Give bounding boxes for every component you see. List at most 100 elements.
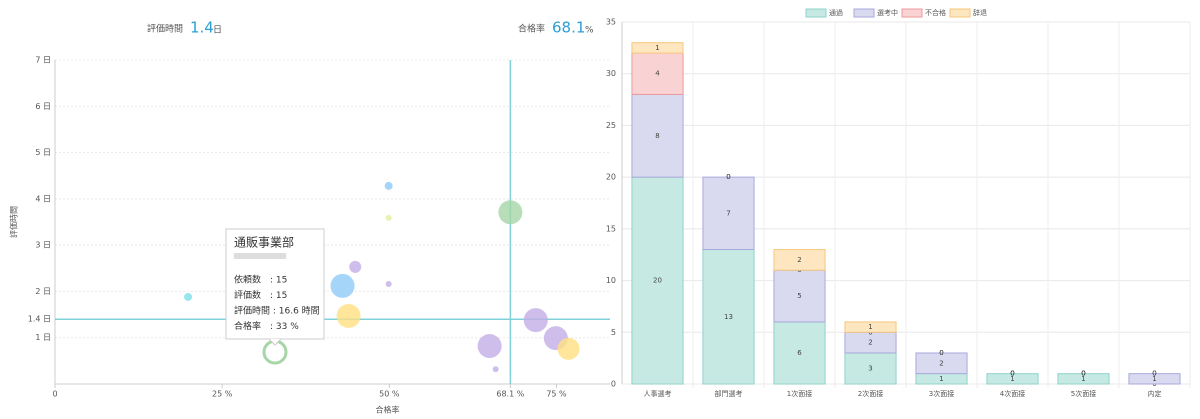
tooltip-line: 評価数 : 15 <box>234 289 287 301</box>
data-label: 0 <box>1010 370 1014 378</box>
tooltip-box <box>225 228 325 340</box>
bubble <box>477 334 502 359</box>
tooltip-line: 依頼数 : 15 <box>234 274 287 286</box>
x-tick-label: 4次面接 <box>1000 389 1025 398</box>
bubble <box>385 281 392 288</box>
bar-segment <box>631 176 684 385</box>
y-tick-label: 20 <box>606 173 616 182</box>
header-label: 評価時間 <box>147 23 183 35</box>
tooltip-line: 合格率 : 33 % <box>234 320 299 332</box>
data-label: 1 <box>939 375 943 383</box>
y-tick-label: 30 <box>606 69 616 78</box>
data-label: 0 <box>1081 370 1085 378</box>
tooltip-line: 評価時間 : 16.6 時間 <box>234 305 320 317</box>
bubble <box>557 337 580 360</box>
data-label: 1 <box>1010 375 1014 383</box>
y-tick-label: 25 <box>606 121 616 130</box>
data-label: 2 <box>939 359 943 367</box>
data-label: 2 <box>868 339 872 347</box>
y-tick-label: 4 日 <box>35 194 51 203</box>
bar-segment <box>702 176 755 251</box>
bar-segment <box>631 42 684 54</box>
tooltip-blur <box>234 253 286 259</box>
bar-segment <box>702 249 755 385</box>
y-tick-label: 1 日 <box>35 333 51 342</box>
legend-swatch <box>853 8 875 18</box>
y-tick-label: 6 日 <box>35 102 51 111</box>
bubble <box>385 214 392 221</box>
bubble <box>349 260 362 273</box>
data-label: 1 <box>1081 375 1085 383</box>
y-axis-label: 評価時間 <box>9 206 19 238</box>
data-label: 1 <box>655 44 659 52</box>
header-unit: % <box>585 26 594 36</box>
data-label: 5 <box>797 292 801 300</box>
legend-swatch <box>901 8 923 18</box>
bar-segment <box>844 352 897 385</box>
bar-segment <box>631 52 684 95</box>
data-label: 0 <box>1081 370 1085 378</box>
y-tick-label: 2 日 <box>35 287 51 296</box>
bar-segment <box>1128 373 1181 385</box>
y-tick-label: 5 <box>611 328 616 337</box>
legend-label: 選考中 <box>877 8 898 17</box>
data-label: 1 <box>1152 375 1156 383</box>
y-tick-label: 10 <box>606 276 616 285</box>
x-tick-label: 人事選考 <box>644 389 672 398</box>
data-label: 0 <box>1010 370 1014 378</box>
y-tick-label: 0 <box>611 380 616 389</box>
bubble <box>336 303 361 328</box>
data-label: 0 <box>1081 370 1085 378</box>
data-label: 0 <box>1010 370 1014 378</box>
header-unit: 日 <box>213 25 222 36</box>
x-axis-label: 合格率 <box>376 405 400 415</box>
data-label: 3 <box>868 364 872 372</box>
bar-segment <box>844 321 897 333</box>
y-tick-label: 15 <box>606 224 616 233</box>
header-label: 合格率 <box>518 23 545 35</box>
x-tick-label: 1次面接 <box>787 389 812 398</box>
bubble <box>492 366 499 373</box>
x-tick-label: 3次面接 <box>929 389 954 398</box>
x-tick-label: 68.1 % <box>496 390 524 399</box>
bar-segment <box>915 352 968 375</box>
x-tick-label: 5次面接 <box>1071 389 1096 398</box>
bubble <box>184 292 193 301</box>
data-label: 8 <box>655 132 659 140</box>
data-label: 7 <box>726 209 730 217</box>
x-tick-label: 25 % <box>212 390 233 399</box>
tooltip-pointer <box>268 338 282 346</box>
y-tick-label: 35 <box>606 18 616 27</box>
legend-label: 辞退 <box>973 8 987 17</box>
y-tick-label: 1.4 日 <box>28 315 51 324</box>
data-label: 0 <box>939 349 943 357</box>
x-tick-label: 0 <box>52 390 57 399</box>
bubble <box>384 181 393 190</box>
x-tick-label: 50 % <box>379 390 400 399</box>
x-tick-label: 部門選考 <box>715 389 743 398</box>
data-label: 0 <box>939 349 943 357</box>
bar-segment <box>773 249 826 271</box>
header-value: 68.1 <box>552 19 585 37</box>
legend-swatch <box>949 8 971 18</box>
y-tick-label: 7 日 <box>35 56 51 65</box>
legend-label: 不合格 <box>925 8 946 17</box>
y-tick-label: 3 日 <box>35 241 51 250</box>
y-tick-label: 5 日 <box>35 148 51 157</box>
data-label: 4 <box>655 70 660 78</box>
bar-segment <box>986 373 1039 385</box>
x-tick-label: 内定 <box>1148 389 1162 398</box>
data-label: 0 <box>726 173 730 181</box>
data-label: 0 <box>1152 370 1156 378</box>
x-tick-label: 2次面接 <box>858 389 883 398</box>
bubble <box>330 273 355 298</box>
bubble <box>523 308 548 333</box>
data-label: 6 <box>797 349 802 357</box>
data-label: 0 <box>726 173 730 181</box>
bubble <box>498 200 523 225</box>
bar-segment <box>773 321 826 385</box>
data-label: 20 <box>653 277 662 285</box>
bar-segment <box>1057 373 1110 385</box>
bar-segment <box>773 269 826 323</box>
